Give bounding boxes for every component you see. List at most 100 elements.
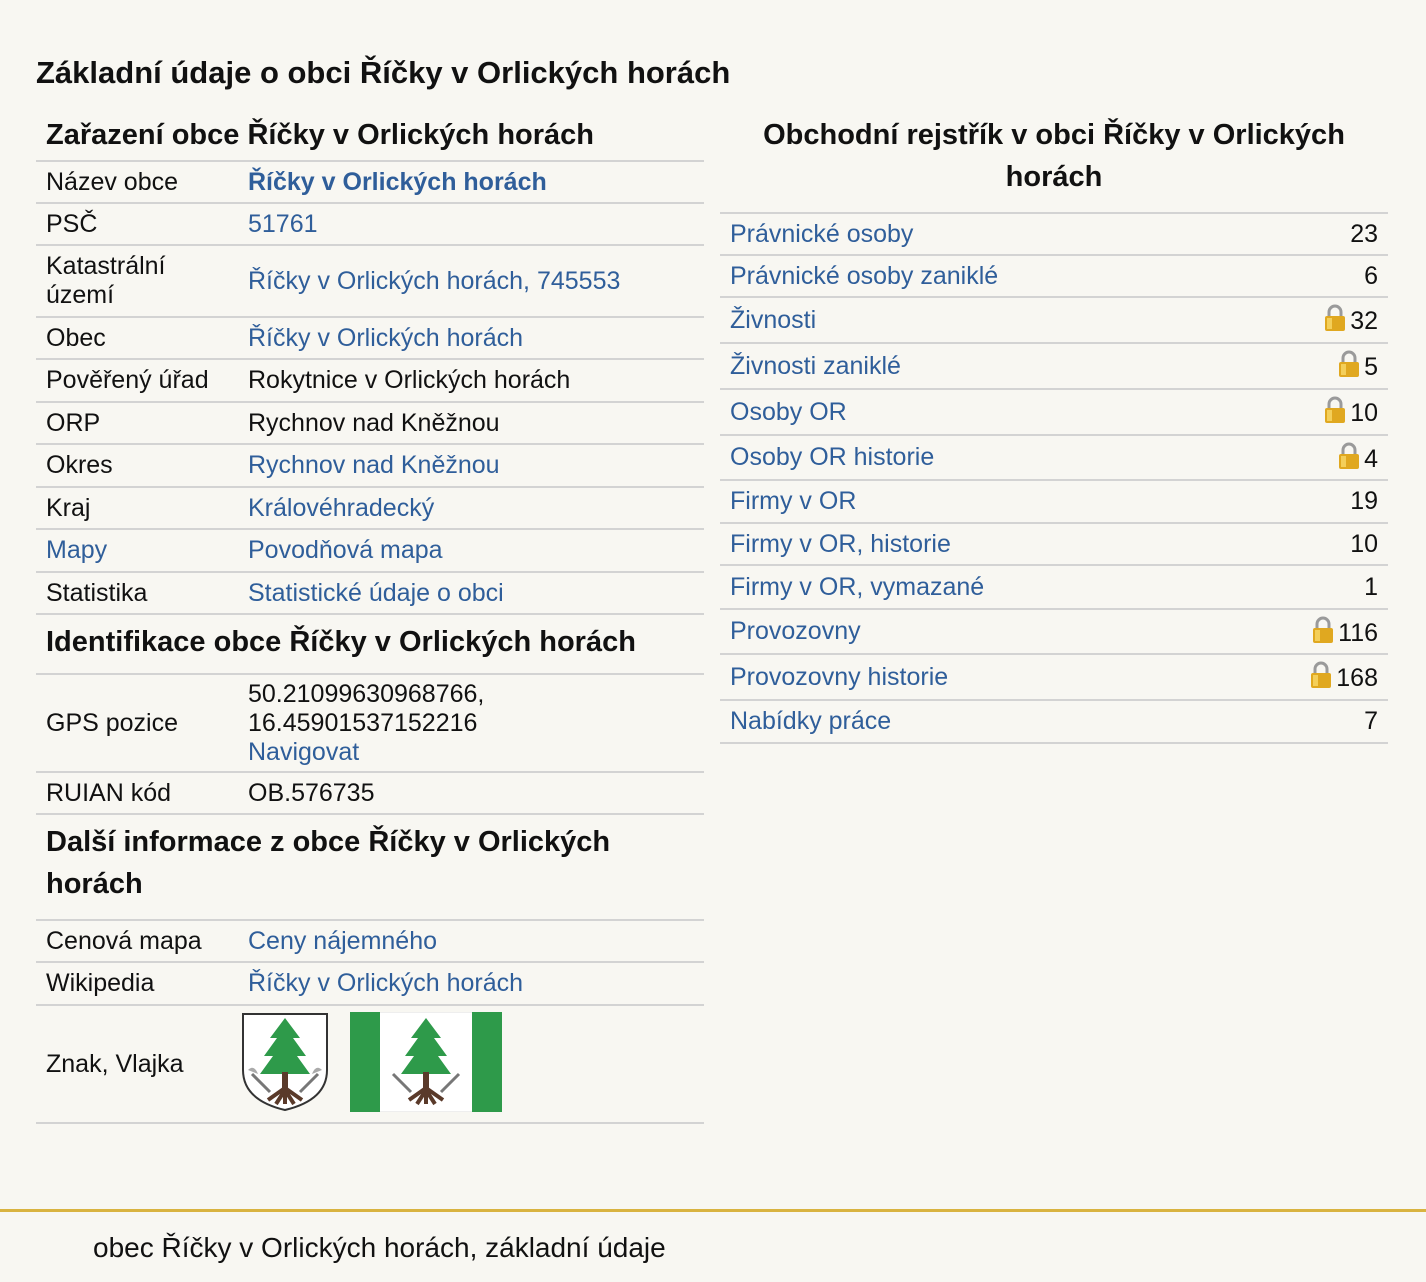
row-label: Obec [36,317,238,360]
record-count: 168 [1336,664,1378,692]
rejstrik-link[interactable]: Právnické osoby [730,219,914,248]
table-row: Právnické osoby zaniklé 6 [720,255,1388,298]
table-row: Provozovny historie 168 [720,654,1388,701]
table-row: ORP Rychnov nad Kněžnou [36,402,704,445]
row-label: PSČ [36,203,238,246]
table-row: Firmy v OR, vymazané 1 [720,565,1388,610]
table-row: Mapy Povodňová mapa [36,529,704,573]
record-count: 4 [1364,444,1378,473]
zarazeni-heading: Zařazení obce Říčky v Orlických horách [46,119,595,151]
dalsi-heading: Další informace z obce Říčky v Orlických… [46,826,611,900]
table-row: Firmy v OR 19 [720,480,1388,524]
record-count: 7 [1364,707,1378,735]
row-label: Statistika [36,572,238,615]
footer-divider [0,1209,1426,1212]
record-count: 5 [1364,353,1378,381]
record-count: 10 [1350,529,1378,558]
table-row: Pověřený úřad Rokytnice v Orlických horá… [36,359,704,403]
table-row: Provozovny 116 [720,609,1388,655]
record-count: 32 [1350,307,1378,335]
table-row: Osoby OR 10 [720,389,1388,436]
dalsi-table: Cenová mapa Ceny nájemného Wikipedia Říč… [36,919,704,1124]
lock-icon [1311,661,1332,688]
right-column: Obchodní rejstřík v obci Říčky v Orlický… [720,110,1388,744]
row-label: Pověřený úřad [36,359,238,403]
table-row: RUIAN kód OB.576735 [36,772,704,815]
record-count: 19 [1350,487,1378,515]
navigovat-link[interactable]: Navigovat [248,737,360,766]
rejstrik-heading: Obchodní rejstřík v obci Říčky v Orlický… [763,119,1345,193]
lock-icon [1339,442,1360,469]
row-label: Znak, Vlajka [36,1005,238,1124]
table-row: GPS pozice 50.21099630968766, 16.4590153… [36,673,704,773]
lock-icon [1325,304,1346,331]
gps-latitude: 50.21099630968766, [248,679,485,708]
kraj-link[interactable]: Královéhradecký [248,493,435,522]
povodnova-mapa-link[interactable]: Povodňová mapa [248,536,443,564]
rejstrik-link[interactable]: Provozovny [730,617,861,645]
table-row: Osoby OR historie 4 [720,435,1388,481]
table-row: Kraj Královéhradecký [36,487,704,530]
row-value: Rychnov nad Kněžnou [238,402,704,445]
left-column: Zařazení obce Říčky v Orlických horách N… [36,110,704,1124]
record-count: 1 [1364,572,1378,601]
table-row: Okres Rychnov nad Kněžnou [36,444,704,488]
rejstrik-link[interactable]: Firmy v OR [730,487,857,515]
zarazeni-table: Název obce Říčky v Orlických horách PSČ … [36,160,704,615]
row-label: Cenová mapa [36,919,238,963]
table-row: Živnosti zaniklé 5 [720,343,1388,390]
ceny-najemneho-link[interactable]: Ceny nájemného [248,926,438,955]
statistika-link[interactable]: Statistické údaje o obci [248,578,504,607]
rejstrik-table: Právnické osoby 23 Právnické osoby zaniklé… [720,212,1388,744]
lock-icon [1339,350,1360,377]
row-label: Kraj [36,487,238,530]
row-label: Název obce [36,160,238,204]
obec-name-link[interactable]: Říčky v Orlických horách [248,167,547,196]
table-row: Katastrální území Říčky v Orlických horá… [36,245,704,318]
flag-image[interactable] [350,1012,502,1112]
row-label: ORP [36,402,238,445]
table-row: Název obce Říčky v Orlických horách [36,160,704,204]
okres-link[interactable]: Rychnov nad Kněžnou [248,451,500,479]
rejstrik-link[interactable]: Osoby OR historie [730,443,935,471]
footer-text: obec Říčky v Orlických horách, základní … [93,1232,666,1263]
table-row: Nabídky práce 7 [720,700,1388,744]
wikipedia-link[interactable]: Říčky v Orlických horách [248,969,524,997]
table-row: Cenová mapa Ceny nájemného [36,919,704,963]
rejstrik-link[interactable]: Firmy v OR, vymazané [730,572,985,601]
table-row: PSČ 51761 [36,203,704,246]
row-value: Rokytnice v Orlických horách [238,359,704,403]
row-label: Wikipedia [36,962,238,1006]
mapy-link[interactable]: Mapy [46,536,108,564]
record-count: 23 [1350,219,1378,248]
row-label: Okres [36,444,238,488]
row-label: RUIAN kód [36,772,238,815]
coat-of-arms-image[interactable] [240,1012,330,1112]
rejstrik-link[interactable]: Živnosti zaniklé [730,351,901,380]
rejstrik-link[interactable]: Živnosti [730,305,817,334]
rejstrik-link[interactable]: Osoby OR [730,397,847,426]
gps-longitude: 16.45901537152216 [248,708,478,737]
row-label: GPS pozice [36,673,238,773]
table-row: Živnosti 32 [720,297,1388,344]
record-count: 10 [1350,399,1378,427]
table-row: Statistika Statistické údaje o obci [36,572,704,615]
lock-icon [1313,616,1334,643]
identifikace-heading: Identifikace obce Říčky v Orlických horá… [46,626,636,658]
obec-link[interactable]: Říčky v Orlických horách [248,323,524,352]
rejstrik-link[interactable]: Právnické osoby zaniklé [730,261,999,290]
rejstrik-link[interactable]: Nabídky práce [730,707,892,735]
table-row: Znak, Vlajka [36,1005,704,1124]
table-row: Právnické osoby 23 [720,212,1388,256]
lock-icon [1325,396,1346,423]
rejstrik-link[interactable]: Provozovny historie [730,662,949,691]
row-label: Katastrální území [36,245,238,318]
record-count: 6 [1364,261,1378,290]
table-row: Obec Říčky v Orlických horách [36,317,704,360]
record-count: 116 [1338,618,1378,647]
psc-link[interactable]: 51761 [248,209,318,238]
page-title: Základní údaje o obci Říčky v Orlických … [36,55,731,90]
katastr-link[interactable]: Říčky v Orlických horách, 745553 [248,266,621,295]
ruian-value: OB.576735 [238,772,704,815]
rejstrik-link[interactable]: Firmy v OR, historie [730,529,951,558]
